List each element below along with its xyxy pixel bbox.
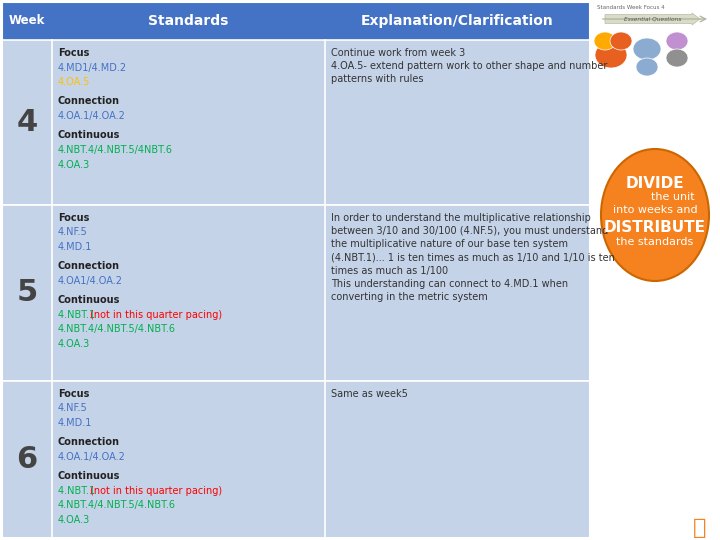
Text: (not in this quarter pacing): (not in this quarter pacing)	[90, 486, 222, 496]
Text: 4.OA.3: 4.OA.3	[58, 339, 90, 349]
Text: 🔊: 🔊	[693, 518, 707, 538]
Text: 4.NBT.4/4.NBT.5/4.NBT.6: 4.NBT.4/4.NBT.5/4.NBT.6	[58, 324, 176, 334]
Ellipse shape	[666, 49, 688, 67]
Ellipse shape	[594, 32, 616, 50]
Text: 4.NF.5: 4.NF.5	[58, 403, 88, 413]
Ellipse shape	[601, 149, 709, 281]
Text: 4.NBT.4/4.NBT.5/4.NBT.6: 4.NBT.4/4.NBT.5/4.NBT.6	[58, 500, 176, 510]
Text: Connection: Connection	[58, 437, 120, 447]
Text: Essential Questions: Essential Questions	[624, 17, 682, 22]
Text: Week: Week	[9, 15, 45, 28]
Text: 4.OA.3: 4.OA.3	[58, 515, 90, 525]
Text: 6: 6	[17, 445, 37, 474]
Bar	[2, 40, 590, 205]
Text: 4.NBT.1: 4.NBT.1	[58, 486, 98, 496]
Text: Continuous: Continuous	[58, 131, 120, 140]
Text: 4.OA.1/4.OA.2: 4.OA.1/4.OA.2	[58, 111, 126, 121]
Text: In order to understand the multiplicative relationship
between 3/10 and 30/100 (: In order to understand the multiplicativ…	[331, 213, 615, 302]
Text: Connection: Connection	[58, 261, 120, 271]
Text: (not in this quarter pacing): (not in this quarter pacing)	[90, 310, 222, 320]
Text: Connection: Connection	[58, 97, 120, 106]
Bar	[2, 2, 590, 40]
Text: 4.OA1/4.OA.2: 4.OA1/4.OA.2	[58, 276, 123, 286]
Ellipse shape	[595, 42, 627, 68]
FancyArrow shape	[605, 13, 700, 25]
Text: 4.OA.3: 4.OA.3	[58, 159, 90, 170]
Text: 4.NF.5: 4.NF.5	[58, 227, 88, 237]
Ellipse shape	[633, 38, 661, 60]
Text: 4.MD.1: 4.MD.1	[58, 242, 92, 252]
Text: the standards: the standards	[616, 237, 693, 247]
Text: Explanation/Clarification: Explanation/Clarification	[361, 14, 554, 28]
Text: 4: 4	[17, 108, 37, 137]
Bar	[2, 2, 590, 538]
Bar	[2, 381, 590, 538]
Text: the unit: the unit	[651, 192, 695, 202]
Text: 5: 5	[17, 278, 37, 307]
Text: Continue work from week 3
4.OA.5- extend pattern work to other shape and number
: Continue work from week 3 4.OA.5- extend…	[331, 48, 608, 84]
Text: Standards: Standards	[148, 14, 229, 28]
Text: 4.MD1/4.MD.2: 4.MD1/4.MD.2	[58, 63, 127, 72]
Ellipse shape	[636, 58, 658, 76]
Text: Same as week5: Same as week5	[331, 389, 408, 399]
Ellipse shape	[666, 32, 688, 50]
Text: 4.MD.1: 4.MD.1	[58, 418, 92, 428]
Ellipse shape	[610, 32, 632, 50]
Text: Standards Week Focus 4: Standards Week Focus 4	[597, 5, 665, 10]
Text: DIVIDE: DIVIDE	[626, 176, 684, 191]
Text: 4.NBT.4/4.NBT.5/4NBT.6: 4.NBT.4/4.NBT.5/4NBT.6	[58, 145, 173, 155]
Text: Focus: Focus	[58, 389, 89, 399]
Text: 4.OA.1/4.OA.2: 4.OA.1/4.OA.2	[58, 452, 126, 462]
Text: Continuous: Continuous	[58, 295, 120, 305]
Text: Focus: Focus	[58, 48, 89, 58]
Bar	[2, 205, 590, 381]
Text: 4.OA.5: 4.OA.5	[58, 77, 91, 87]
Text: Continuous: Continuous	[58, 471, 120, 481]
Text: Focus: Focus	[58, 213, 89, 222]
Text: into weeks and: into weeks and	[613, 205, 697, 215]
Text: 4.NBT.1: 4.NBT.1	[58, 310, 98, 320]
Text: DISTRIBUTE: DISTRIBUTE	[604, 219, 706, 234]
